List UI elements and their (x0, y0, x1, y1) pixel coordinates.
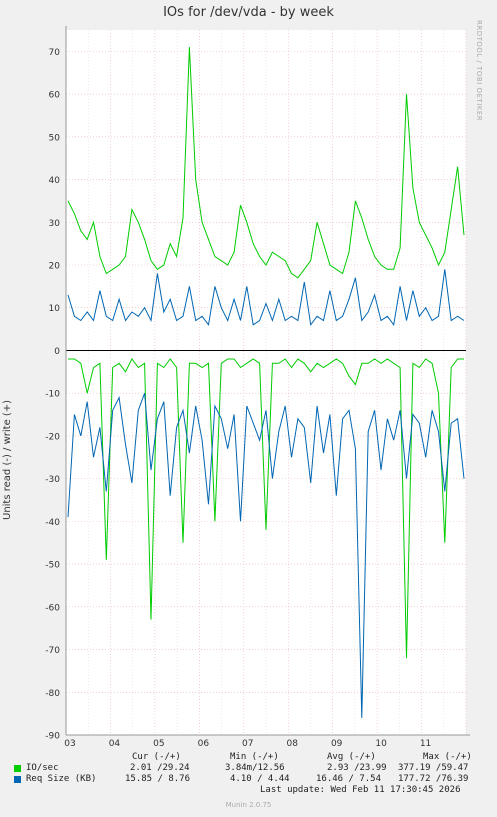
y-tick-label: 40 (49, 176, 61, 186)
series-iosec-write-line (67, 47, 465, 279)
legend-avg-reqsize: 16.46 / 7.54 (316, 774, 382, 784)
chart-plot: 70 60 50 40 30 20 10 0 -10 -20 -30 -40 -50 -60 -70 -80 -… (45, 26, 470, 749)
legend: Cur (-/+) Min (-/+) Avg (-/+) Max (-/+) … (14, 752, 484, 796)
series-reqsize-write-line (67, 269, 465, 327)
y-tick-label: 70 (49, 48, 61, 58)
x-tick-label: 03 (64, 739, 75, 749)
y-tick-label: 50 (49, 133, 61, 143)
x-tick-label: 06 (198, 739, 210, 749)
legend-header-max: Max (-/+) (423, 752, 472, 762)
legend-name-reqsize: Req Size (KB) (26, 774, 97, 784)
y-tick-label: -20 (45, 432, 60, 442)
y-tick-label: 30 (49, 219, 61, 229)
legend-header-cur: Cur (-/+) (132, 752, 181, 762)
y-tick-label: -30 (45, 475, 60, 485)
legend-cur-reqsize: 15.85 / 8.76 (125, 774, 191, 784)
legend-swatch-reqsize (14, 776, 21, 783)
series-reqsize-read-line (67, 393, 465, 718)
y-tick-label: -60 (45, 603, 60, 613)
legend-header-avg: Avg (-/+) (327, 752, 376, 762)
legend-name-iosec: IO/sec (26, 763, 59, 773)
x-tick-label: 09 (331, 739, 343, 749)
y-tick-label: -10 (45, 390, 60, 400)
series-iosec-read-line (68, 358, 464, 659)
munin-version: Munin 2.0.75 (225, 801, 272, 809)
y-tick-label: -90 (45, 732, 60, 742)
last-update: Last update: Wed Feb 11 17:30:45 2026 (260, 785, 461, 795)
legend-header-row: Cur (-/+) Min (-/+) Avg (-/+) Max (-/+) (14, 752, 484, 763)
y-tick-label: -40 (45, 518, 60, 528)
y-tick-label: 0 (54, 347, 60, 357)
legend-header-min: Min (-/+) (230, 752, 279, 762)
y-tick-label: 60 (49, 91, 61, 101)
legend-cur-iosec: 2.01 /29.24 (130, 763, 190, 773)
legend-avg-iosec: 2.93 /23.99 (327, 763, 387, 773)
y-tick-label: 10 (49, 304, 61, 314)
y-tick-label: 20 (49, 262, 61, 272)
legend-min-reqsize: 4.10 / 4.44 (230, 774, 290, 784)
legend-swatch-iosec (14, 765, 21, 772)
y-tick-label: -70 (45, 646, 60, 656)
y-tick-label: -50 (45, 561, 60, 571)
last-update-row: Last update: Wed Feb 11 17:30:45 2026 (14, 785, 484, 796)
x-tick-label: 11 (420, 739, 431, 749)
rrdtool-credit: RRDTOOL / TOBI OETIKER (475, 20, 483, 122)
x-tick-label: 07 (242, 739, 253, 749)
x-tick-label: 04 (109, 739, 121, 749)
x-tick-label: 10 (375, 739, 387, 749)
legend-max-reqsize: 177.72 /76.39 (398, 774, 469, 784)
legend-row-iosec: IO/sec 2.01 /29.24 3.84m/12.56 2.93 /23.… (14, 763, 484, 774)
legend-max-iosec: 377.19 /59.47 (398, 763, 469, 773)
legend-row-reqsize: Req Size (KB) 15.85 / 8.76 4.10 / 4.44 1… (14, 774, 484, 785)
y-tick-label: -80 (45, 689, 60, 699)
chart-title: IOs for /dev/vda - by week (163, 5, 334, 20)
x-tick-label: 08 (286, 739, 298, 749)
legend-min-iosec: 3.84m/12.56 (225, 763, 285, 773)
x-tick-label: 05 (153, 739, 164, 749)
